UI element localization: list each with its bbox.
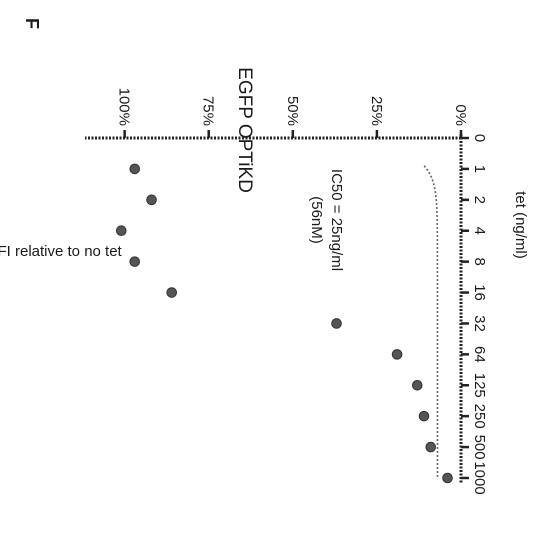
data-points <box>116 164 452 483</box>
x-tick-labels: 0 1 2 4 8 16 32 64 125 250 5001000 <box>471 134 488 495</box>
data-point <box>419 411 429 421</box>
x-axis-label: tet (ng/ml) <box>512 191 529 259</box>
data-point <box>426 442 436 452</box>
y-axis-label: EGFP MFI relative to no tet <box>0 243 123 260</box>
ic50-annotation: IC50 = 25ng/ml <box>328 169 345 271</box>
axes <box>85 130 469 484</box>
data-point <box>130 164 140 174</box>
x-tick-label: 1 <box>471 165 488 173</box>
data-point <box>392 350 402 360</box>
y-tick-label: 75% <box>200 96 217 126</box>
data-point <box>443 473 453 483</box>
x-tick-label: 8 <box>471 257 488 265</box>
x-tick-label: 500 <box>471 435 488 460</box>
data-point <box>332 319 342 329</box>
x-tick-label: 1000 <box>471 461 488 494</box>
y-tick-label: 0% <box>452 104 469 126</box>
x-tick-label: 64 <box>471 346 488 363</box>
x-tick-label: 4 <box>471 227 488 235</box>
data-point <box>116 226 126 236</box>
x-tick-label: 32 <box>471 315 488 332</box>
rotated-figure: F EGFP OPTiKD EGFP MFI relative to no te… <box>0 18 529 495</box>
x-tick-label: 2 <box>471 196 488 204</box>
ic50-molar-annotation: (56nM) <box>308 196 325 244</box>
data-point <box>147 195 157 205</box>
x-tick-label: 250 <box>471 404 488 429</box>
data-point <box>130 257 140 267</box>
y-tick-label: 100% <box>116 88 133 126</box>
data-point <box>412 380 422 390</box>
x-tick-label: 16 <box>471 284 488 301</box>
y-tick-labels: 0% 25% 50% 75% 100% <box>116 88 469 126</box>
y-tick-label: 25% <box>368 96 385 126</box>
fit-curve <box>424 166 437 478</box>
x-tick-label: 0 <box>471 134 488 142</box>
panel-label: F <box>22 18 42 29</box>
x-tick-label: 125 <box>471 373 488 398</box>
y-tick-label: 50% <box>284 96 301 126</box>
chart-title: EGFP OPTiKD <box>234 67 255 193</box>
data-point <box>167 288 177 298</box>
